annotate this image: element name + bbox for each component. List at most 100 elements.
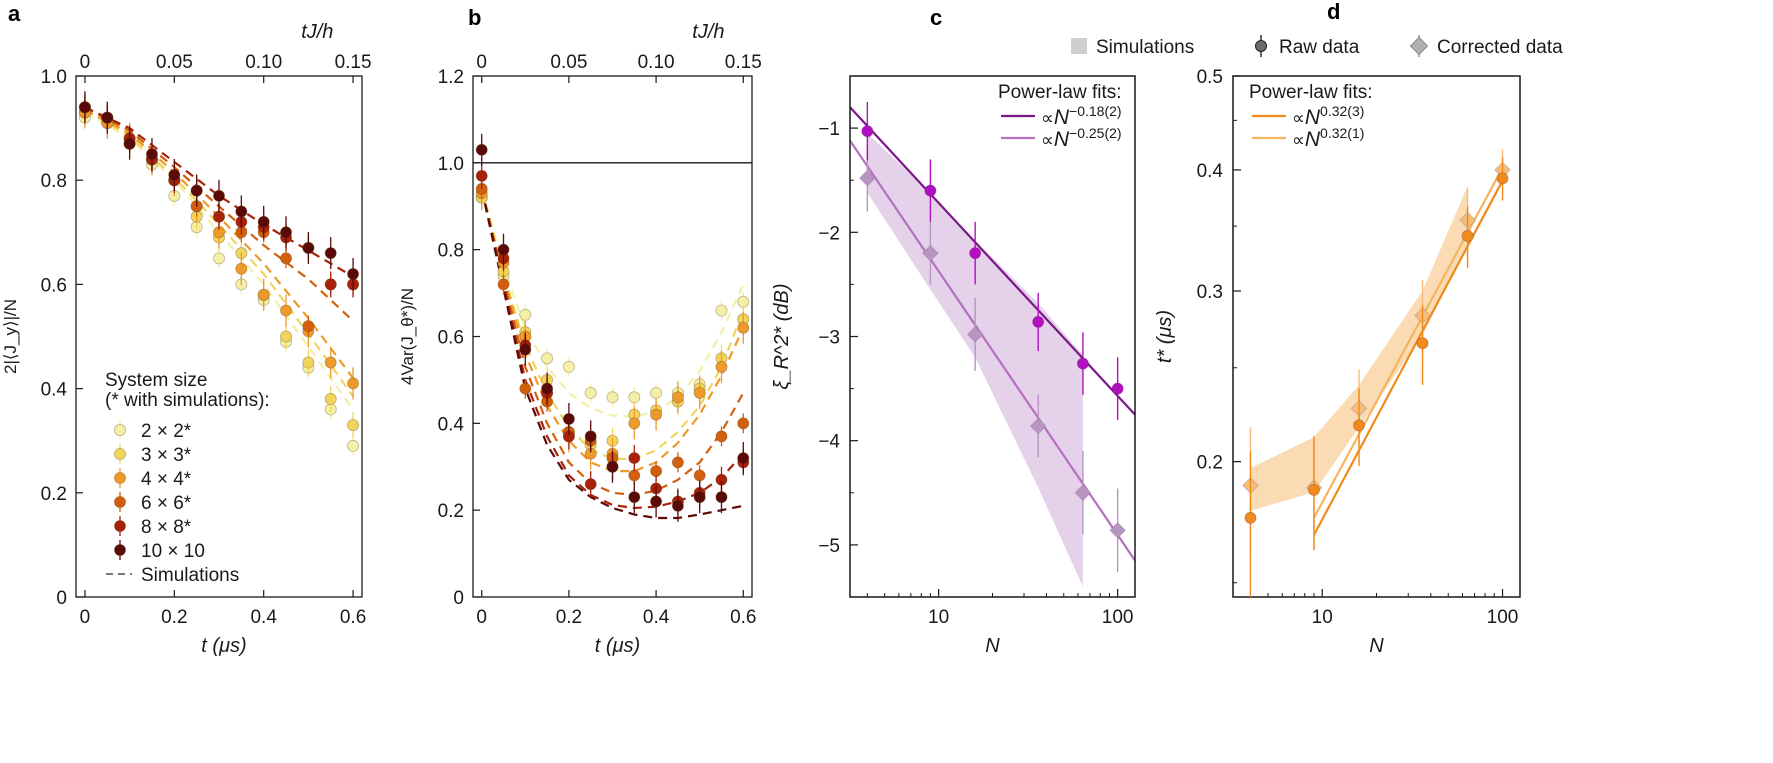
legend-marker bbox=[114, 520, 127, 533]
x-axis-label: t (μs) bbox=[201, 635, 246, 657]
simulation-curve-0 bbox=[480, 188, 745, 418]
data-point bbox=[235, 205, 248, 218]
fit-exponent: 0.32(3) bbox=[1320, 103, 1364, 119]
data-point bbox=[715, 491, 728, 504]
legend-title-line1: System size bbox=[105, 370, 207, 391]
top-tick-label: 0.10 bbox=[245, 52, 282, 73]
data-point bbox=[584, 478, 597, 491]
y-axis-label: 2|⟨J_y⟩|/N bbox=[1, 299, 20, 374]
data-point bbox=[628, 491, 641, 504]
y-tick-label: −3 bbox=[818, 328, 840, 349]
data-point bbox=[737, 321, 750, 334]
y-tick-label: 0 bbox=[56, 588, 67, 609]
y-tick-label: 1.0 bbox=[41, 67, 67, 88]
fits-legend-title: Power-law fits: bbox=[998, 82, 1122, 103]
fit-legend-label-0: ∝N−0.18(2) bbox=[1041, 103, 1122, 129]
data-point bbox=[562, 360, 575, 373]
raw-data-point bbox=[1461, 229, 1474, 242]
plot-frame bbox=[1232, 75, 1521, 598]
raw-data-point bbox=[1032, 315, 1045, 328]
y-tick-label: 0.3 bbox=[1197, 282, 1223, 303]
legend-marker bbox=[114, 423, 127, 436]
panel-label-a: a bbox=[8, 1, 21, 26]
top-tick-label: 0.05 bbox=[550, 52, 587, 73]
fit-proportional-symbol: ∝ bbox=[1041, 130, 1054, 150]
raw-data-point bbox=[1416, 337, 1429, 350]
raw-data-point bbox=[1244, 511, 1257, 524]
data-point bbox=[671, 499, 684, 512]
data-point bbox=[497, 243, 510, 256]
y-tick-label: −4 bbox=[818, 432, 840, 453]
legend-corr-marker bbox=[1409, 36, 1429, 56]
top-tick-label: 0 bbox=[80, 52, 91, 73]
fit-legend-label-1: ∝N0.32(1) bbox=[1292, 125, 1364, 151]
legend-sim-label: Simulations bbox=[1096, 37, 1194, 58]
y-tick-label: 1.0 bbox=[438, 154, 464, 175]
data-point bbox=[628, 452, 641, 465]
data-point bbox=[650, 495, 663, 508]
fit-exponent: −0.25(2) bbox=[1069, 125, 1122, 141]
x-tick-label: 0.4 bbox=[250, 607, 277, 628]
fit-exponent: 0.32(1) bbox=[1320, 125, 1364, 141]
plot-frame bbox=[1232, 75, 1521, 598]
data-point bbox=[606, 460, 619, 473]
x-tick-label: 0.4 bbox=[643, 607, 670, 628]
x-tick-label: 100 bbox=[1487, 607, 1519, 628]
data-point bbox=[347, 419, 360, 432]
corrected-data-point bbox=[1029, 417, 1047, 435]
y-tick-label: 0.8 bbox=[438, 241, 464, 262]
fit-variable: N bbox=[1054, 128, 1070, 151]
data-point bbox=[541, 352, 554, 365]
x-tick-label: 0.6 bbox=[730, 607, 756, 628]
data-point bbox=[650, 465, 663, 478]
simulation-band bbox=[1250, 186, 1468, 511]
data-point bbox=[78, 101, 91, 114]
data-point bbox=[671, 391, 684, 404]
data-point bbox=[541, 382, 554, 395]
x-tick-label: 10 bbox=[1312, 607, 1333, 628]
data-point bbox=[628, 469, 641, 482]
panel-label-d: d bbox=[1327, 0, 1340, 24]
raw-data-point bbox=[1307, 483, 1320, 496]
data-point bbox=[257, 288, 270, 301]
data-point bbox=[650, 386, 663, 399]
x-axis-label: N bbox=[985, 635, 1000, 657]
data-point bbox=[324, 393, 337, 406]
data-point bbox=[280, 330, 293, 343]
simulation-curve-3 bbox=[480, 188, 745, 497]
legend-label: 3 × 3* bbox=[141, 445, 192, 466]
data-point bbox=[715, 430, 728, 443]
y-axis-label: t* (μs) bbox=[1154, 310, 1176, 363]
data-point bbox=[737, 417, 750, 430]
y-tick-label: 0.4 bbox=[1197, 161, 1224, 182]
panel-a-chart: 00.20.40.60.81.00 0.2 0.4 0.60 0.05 0.10 0.15t… bbox=[1, 21, 372, 657]
data-point bbox=[302, 320, 315, 333]
raw-data-point bbox=[969, 247, 982, 260]
data-point bbox=[280, 226, 293, 239]
y-tick-label: −1 bbox=[818, 119, 840, 140]
y-tick-label: 1.2 bbox=[438, 67, 464, 88]
data-point bbox=[302, 241, 315, 254]
data-point bbox=[212, 252, 225, 265]
data-point bbox=[671, 456, 684, 469]
data-point bbox=[475, 143, 488, 156]
legend-label: 6 × 6* bbox=[141, 493, 192, 514]
data-point bbox=[606, 391, 619, 404]
raw-data-point bbox=[1111, 382, 1124, 395]
data-point bbox=[584, 430, 597, 443]
corrected-data-point bbox=[922, 244, 939, 262]
data-point bbox=[628, 391, 641, 404]
data-point bbox=[584, 386, 597, 399]
x-tick-label: 0.2 bbox=[161, 607, 187, 628]
fit-variable: N bbox=[1305, 128, 1321, 151]
panel-b-chart: 0 0.2 0.4 0.6 0.8 1.0 1.2 0 0.2 0.4 0.6 0 0.05 0.10 0.… bbox=[398, 21, 762, 657]
data-point bbox=[302, 356, 315, 369]
data-point bbox=[497, 278, 510, 291]
data-point bbox=[235, 262, 248, 275]
power-law-fit-1 bbox=[849, 139, 1136, 562]
top-tick-label: 0.05 bbox=[156, 52, 193, 73]
top-tick-label: 0.15 bbox=[335, 52, 372, 73]
data-point bbox=[212, 210, 225, 223]
top-legend: Simulations Raw data Corrected data bbox=[1071, 35, 1563, 58]
fit-legend-label-0: ∝N0.32(3) bbox=[1292, 103, 1364, 129]
